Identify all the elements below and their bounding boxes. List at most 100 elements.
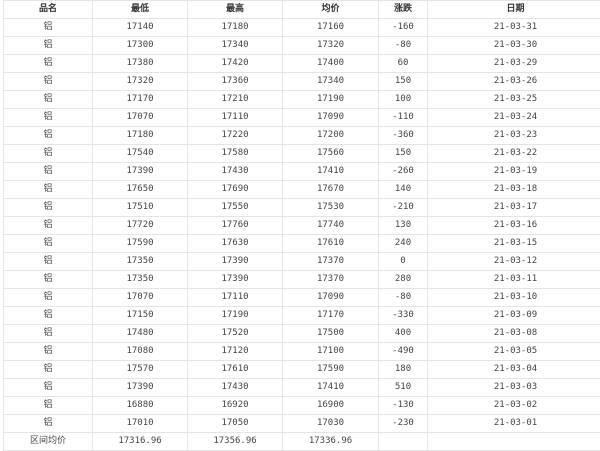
cell-change: 140 xyxy=(379,181,428,199)
cell-change: -490 xyxy=(379,343,428,361)
cell-low-price: 17590 xyxy=(93,235,188,253)
cell-product-name: 铝 xyxy=(4,55,93,73)
cell-avg-price: 17530 xyxy=(283,199,379,217)
column-header-date: 日期 xyxy=(428,1,600,19)
cell-date: 21-03-26 xyxy=(428,73,600,91)
cell-product-name: 铝 xyxy=(4,415,93,433)
cell-date: 21-03-25 xyxy=(428,91,600,109)
cell-product-name: 铝 xyxy=(4,379,93,397)
cell-product-name: 铝 xyxy=(4,397,93,415)
summary-low-price: 17316.96 xyxy=(93,433,188,451)
cell-high-price: 17190 xyxy=(188,307,283,325)
cell-low-price: 17180 xyxy=(93,127,188,145)
cell-date: 21-03-17 xyxy=(428,199,600,217)
column-header-product-name: 品名 xyxy=(4,1,93,19)
cell-product-name: 铝 xyxy=(4,235,93,253)
cell-low-price: 17010 xyxy=(93,415,188,433)
cell-low-price: 17510 xyxy=(93,199,188,217)
cell-change: -360 xyxy=(379,127,428,145)
cell-date: 21-03-10 xyxy=(428,289,600,307)
cell-change: 240 xyxy=(379,235,428,253)
cell-product-name: 铝 xyxy=(4,271,93,289)
cell-high-price: 17110 xyxy=(188,289,283,307)
cell-low-price: 17650 xyxy=(93,181,188,199)
cell-change: 0 xyxy=(379,253,428,271)
cell-product-name: 铝 xyxy=(4,181,93,199)
cell-avg-price: 17190 xyxy=(283,91,379,109)
cell-avg-price: 17590 xyxy=(283,361,379,379)
cell-change: 60 xyxy=(379,55,428,73)
cell-change: -110 xyxy=(379,109,428,127)
cell-high-price: 17420 xyxy=(188,55,283,73)
cell-high-price: 17340 xyxy=(188,37,283,55)
cell-low-price: 16880 xyxy=(93,397,188,415)
cell-date: 21-03-11 xyxy=(428,271,600,289)
cell-low-price: 17080 xyxy=(93,343,188,361)
cell-high-price: 17430 xyxy=(188,163,283,181)
column-header-low-price: 最低 xyxy=(93,1,188,19)
cell-date: 21-03-05 xyxy=(428,343,600,361)
cell-product-name: 铝 xyxy=(4,199,93,217)
cell-avg-price: 17670 xyxy=(283,181,379,199)
cell-high-price: 17390 xyxy=(188,253,283,271)
cell-product-name: 铝 xyxy=(4,325,93,343)
cell-change: 150 xyxy=(379,73,428,91)
cell-low-price: 17480 xyxy=(93,325,188,343)
cell-avg-price: 17030 xyxy=(283,415,379,433)
column-header-avg-price: 均价 xyxy=(283,1,379,19)
cell-product-name: 铝 xyxy=(4,163,93,181)
cell-avg-price: 17200 xyxy=(283,127,379,145)
cell-low-price: 17170 xyxy=(93,91,188,109)
summary-product-name: 区间均价 xyxy=(4,433,93,451)
cell-low-price: 17350 xyxy=(93,271,188,289)
cell-change: 280 xyxy=(379,271,428,289)
cell-product-name: 铝 xyxy=(4,361,93,379)
cell-date: 21-03-12 xyxy=(428,253,600,271)
cell-change: -160 xyxy=(379,19,428,37)
header-row: 品名最低最高均价涨跌日期 xyxy=(4,1,600,19)
cell-change: 400 xyxy=(379,325,428,343)
cell-date: 21-03-16 xyxy=(428,217,600,235)
cell-product-name: 铝 xyxy=(4,127,93,145)
cell-high-price: 16920 xyxy=(188,397,283,415)
cell-high-price: 17180 xyxy=(188,19,283,37)
cell-low-price: 17320 xyxy=(93,73,188,91)
cell-high-price: 17520 xyxy=(188,325,283,343)
cell-date: 21-03-29 xyxy=(428,55,600,73)
cell-change: -260 xyxy=(379,163,428,181)
cell-high-price: 17690 xyxy=(188,181,283,199)
cell-avg-price: 17340 xyxy=(283,73,379,91)
cell-avg-price: 17370 xyxy=(283,253,379,271)
cell-low-price: 17540 xyxy=(93,145,188,163)
cell-avg-price: 17320 xyxy=(283,37,379,55)
cell-change: 100 xyxy=(379,91,428,109)
cell-low-price: 17720 xyxy=(93,217,188,235)
cell-change: 130 xyxy=(379,217,428,235)
cell-avg-price: 17090 xyxy=(283,109,379,127)
cell-avg-price: 17410 xyxy=(283,163,379,181)
cell-high-price: 17390 xyxy=(188,271,283,289)
summary-high-price: 17356.96 xyxy=(188,433,283,451)
cell-product-name: 铝 xyxy=(4,307,93,325)
cell-date: 21-03-18 xyxy=(428,181,600,199)
cell-change: -130 xyxy=(379,397,428,415)
cell-low-price: 17070 xyxy=(93,289,188,307)
cell-avg-price: 17090 xyxy=(283,289,379,307)
cell-product-name: 铝 xyxy=(4,253,93,271)
cell-avg-price: 17740 xyxy=(283,217,379,235)
column-header-change: 涨跌 xyxy=(379,1,428,19)
cell-date: 21-03-19 xyxy=(428,163,600,181)
